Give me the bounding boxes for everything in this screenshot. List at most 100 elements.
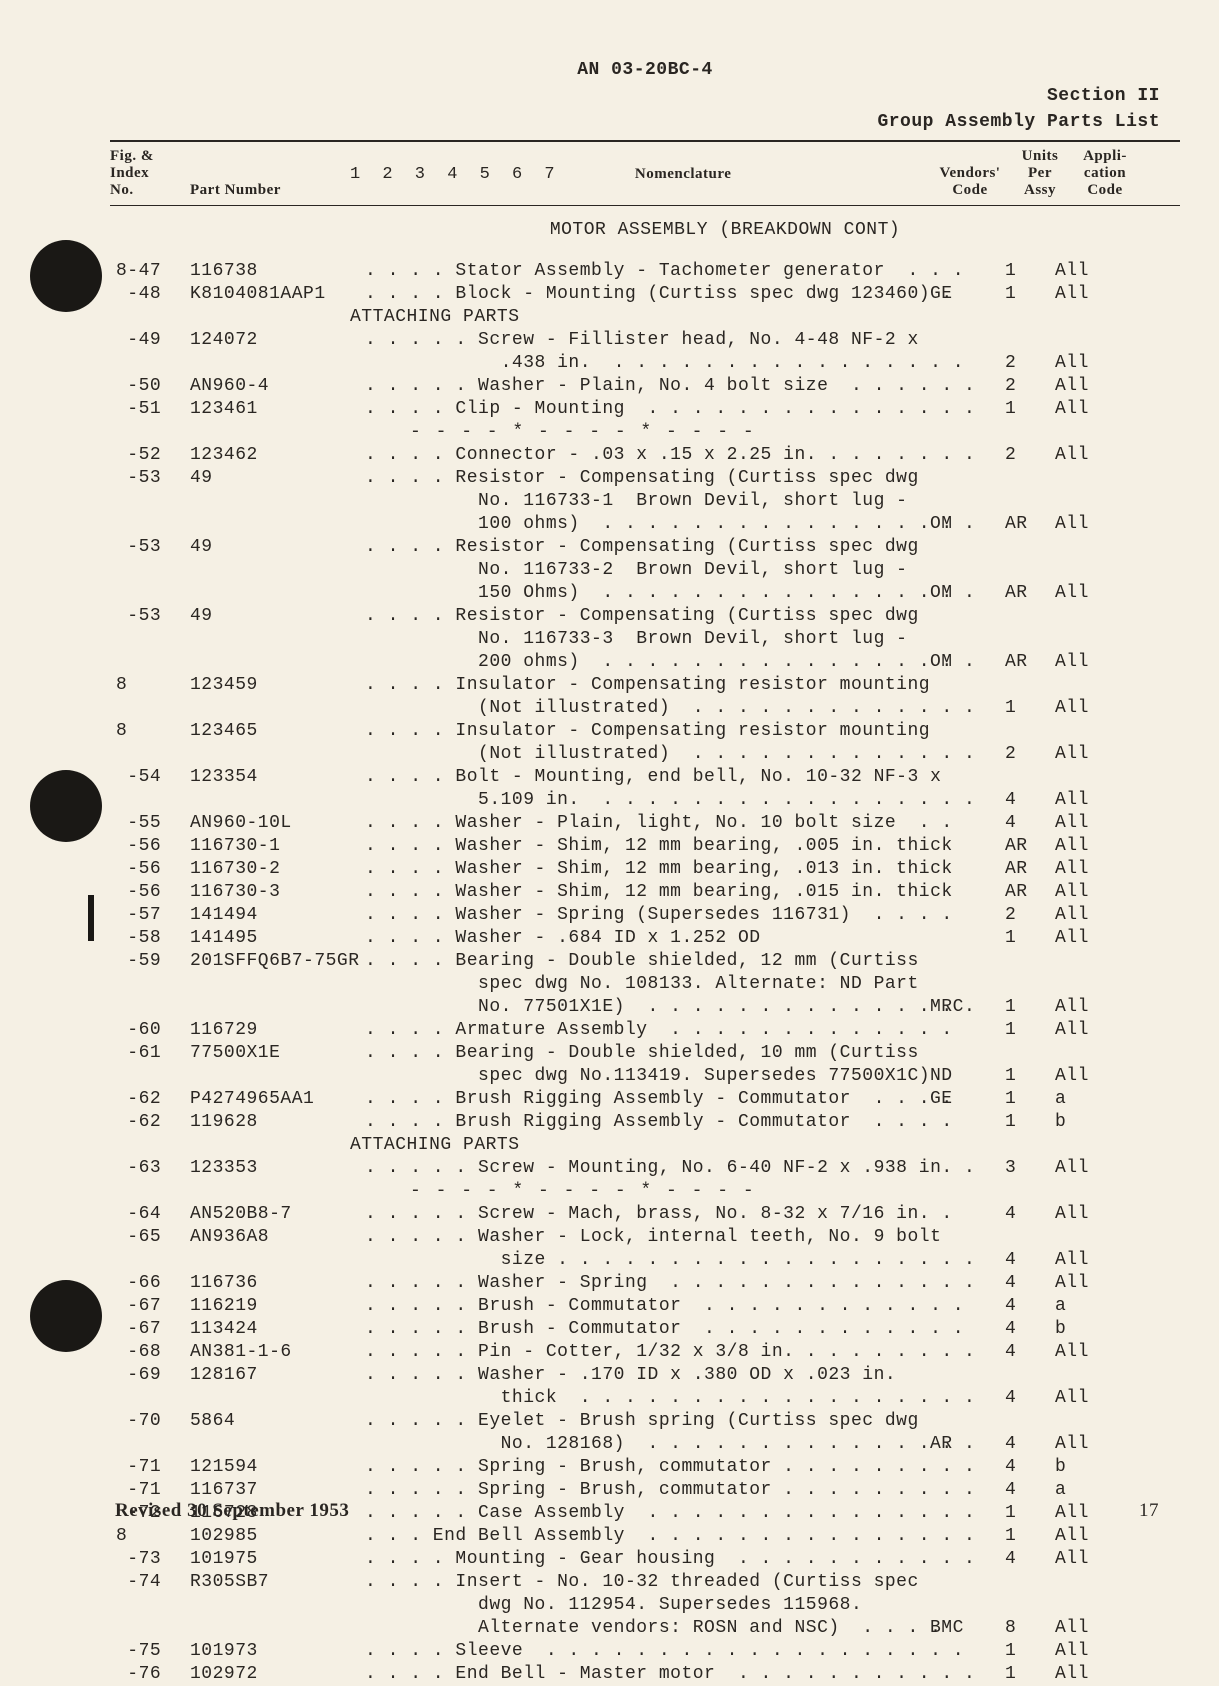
cell-part-number: 123462	[190, 444, 365, 467]
cell-vendors-code	[930, 1640, 1005, 1663]
table-row: -6177500X1E. . . . Bearing - Double shie…	[110, 1042, 1180, 1065]
cell-units-per-assy	[1005, 766, 1055, 789]
table-row: -67113424. . . . . Brush - Commutator . …	[110, 1318, 1180, 1341]
cell-fig-index: -58	[110, 927, 190, 950]
cell-fig-index: -71	[110, 1456, 190, 1479]
cell-fig-index	[110, 1249, 190, 1272]
cell-fig-index: -53	[110, 467, 190, 490]
cell-vendors-code	[930, 444, 1005, 467]
cell-units-per-assy: 1	[1005, 283, 1055, 306]
cell-fig-index: -57	[110, 904, 190, 927]
cell-fig-index: -66	[110, 1272, 190, 1295]
cell-part-number	[190, 559, 365, 582]
cell-part-number: 49	[190, 605, 365, 628]
cell-nomenclature: . . . . Block - Mounting (Curtiss spec d…	[365, 283, 930, 306]
cell-application-code	[1055, 766, 1115, 789]
cell-units-per-assy: 1	[1005, 398, 1055, 421]
cell-part-number: 141495	[190, 927, 365, 950]
cell-nomenclature: . . . . Stator Assembly - Tachometer gen…	[365, 260, 930, 283]
cell-fig-index: -60	[110, 1019, 190, 1042]
cell-application-code	[1055, 1226, 1115, 1249]
cell-part-number	[190, 973, 365, 996]
cell-fig-index: -64	[110, 1203, 190, 1226]
cell-nomenclature: . . . . Resistor - Compensating (Curtiss…	[365, 536, 930, 559]
cell-fig-index: -69	[110, 1364, 190, 1387]
cell-application-code	[1055, 490, 1115, 513]
cell-application-code: All	[1055, 789, 1115, 812]
section-title: MOTOR ASSEMBLY (BREAKDOWN CONT)	[110, 220, 1180, 240]
cell-part-number: 77500X1E	[190, 1042, 365, 1065]
table-row: 200 ohms) . . . . . . . . . . . . . . . …	[110, 651, 1180, 674]
cell-application-code: All	[1055, 398, 1115, 421]
table-row: 150 Ohms) . . . . . . . . . . . . . . . …	[110, 582, 1180, 605]
table-row: -51123461. . . . Clip - Mounting . . . .…	[110, 398, 1180, 421]
cell-fig-index: -55	[110, 812, 190, 835]
table-row: -50AN960-4. . . . . Washer - Plain, No. …	[110, 375, 1180, 398]
cell-vendors-code	[930, 904, 1005, 927]
cell-application-code: a	[1055, 1479, 1115, 1502]
cell-nomenclature: . . . . Brush Rigging Assembly - Commuta…	[365, 1088, 930, 1111]
cell-application-code: b	[1055, 1456, 1115, 1479]
cell-vendors-code	[930, 950, 1005, 973]
cell-vendors-code	[930, 1594, 1005, 1617]
col-part-number: Part Number	[190, 148, 350, 201]
cell-application-code: All	[1055, 1617, 1115, 1640]
cell-vendors-code: MRC	[930, 996, 1005, 1019]
cell-nomenclature: . . . . . Screw - Mach, brass, No. 8-32 …	[365, 1203, 930, 1226]
parts-table-body: 8-47116738. . . . Stator Assembly - Tach…	[110, 260, 1180, 1686]
cell-application-code: All	[1055, 513, 1115, 536]
cell-vendors-code	[930, 1456, 1005, 1479]
cell-fig-index	[110, 1594, 190, 1617]
cell-vendors-code	[930, 1502, 1005, 1525]
table-row: 8102985. . . End Bell Assembly . . . . .…	[110, 1525, 1180, 1548]
binder-hole	[30, 240, 102, 312]
cell-fig-index	[110, 973, 190, 996]
cell-fig-index: -48	[110, 283, 190, 306]
cell-nomenclature: . . . . . Screw - Fillister head, No. 4-…	[365, 329, 930, 352]
cell-fig-index: -59	[110, 950, 190, 973]
table-row: -55AN960-10L. . . . Washer - Plain, ligh…	[110, 812, 1180, 835]
cell-application-code	[1055, 605, 1115, 628]
cell-units-per-assy	[1005, 536, 1055, 559]
cell-units-per-assy: 1	[1005, 996, 1055, 1019]
cell-vendors-code	[930, 789, 1005, 812]
cell-nomenclature: 150 Ohms) . . . . . . . . . . . . . . . …	[365, 582, 930, 605]
cell-nomenclature: . . . . Bolt - Mounting, end bell, No. 1…	[365, 766, 930, 789]
cell-part-number: 116737	[190, 1479, 365, 1502]
cell-nomenclature: . . . . . Eyelet - Brush spring (Curtiss…	[365, 1410, 930, 1433]
cell-application-code	[1055, 720, 1115, 743]
cell-fig-index	[110, 789, 190, 812]
cell-application-code: All	[1055, 1249, 1115, 1272]
cell-units-per-assy: 2	[1005, 743, 1055, 766]
cell-part-number	[190, 1433, 365, 1456]
table-row: -73101975. . . . Mounting - Gear housing…	[110, 1548, 1180, 1571]
cell-application-code: All	[1055, 1548, 1115, 1571]
table-row: No. 116733-1 Brown Devil, short lug -	[110, 490, 1180, 513]
table-row: No. 77501X1E) . . . . . . . . . . . . . …	[110, 996, 1180, 1019]
table-row: -705864. . . . . Eyelet - Brush spring (…	[110, 1410, 1180, 1433]
cell-part-number: 116738	[190, 260, 365, 283]
page-number: 17	[1139, 1500, 1159, 1522]
cell-part-number: 121594	[190, 1456, 365, 1479]
cell-units-per-assy: AR	[1005, 582, 1055, 605]
cell-vendors-code	[930, 1525, 1005, 1548]
cell-vendors-code	[930, 1341, 1005, 1364]
cell-units-per-assy: 1	[1005, 697, 1055, 720]
cell-units-per-assy: 1	[1005, 1019, 1055, 1042]
indent-numbers: 1 2 3 4 5 6 7	[350, 165, 561, 184]
cell-fig-index	[110, 582, 190, 605]
cell-units-per-assy: 1	[1005, 1663, 1055, 1686]
cell-nomenclature: size . . . . . . . . . . . . . . . . . .…	[365, 1249, 930, 1272]
cell-nomenclature: . . . . . Pin - Cotter, 1/32 x 3/8 in. .…	[365, 1341, 930, 1364]
cell-vendors-code	[930, 973, 1005, 996]
cell-vendors-code: AR	[930, 1433, 1005, 1456]
cell-fig-index: -53	[110, 536, 190, 559]
cell-vendors-code	[930, 927, 1005, 950]
cell-application-code	[1055, 1594, 1115, 1617]
cell-fig-index: -68	[110, 1341, 190, 1364]
table-row: size . . . . . . . . . . . . . . . . . .…	[110, 1249, 1180, 1272]
cell-units-per-assy: 4	[1005, 789, 1055, 812]
cell-nomenclature: . . . End Bell Assembly . . . . . . . . …	[365, 1525, 930, 1548]
cell-fig-index: -67	[110, 1295, 190, 1318]
cell-nomenclature: . . . . Washer - Spring (Supersedes 1167…	[365, 904, 930, 927]
